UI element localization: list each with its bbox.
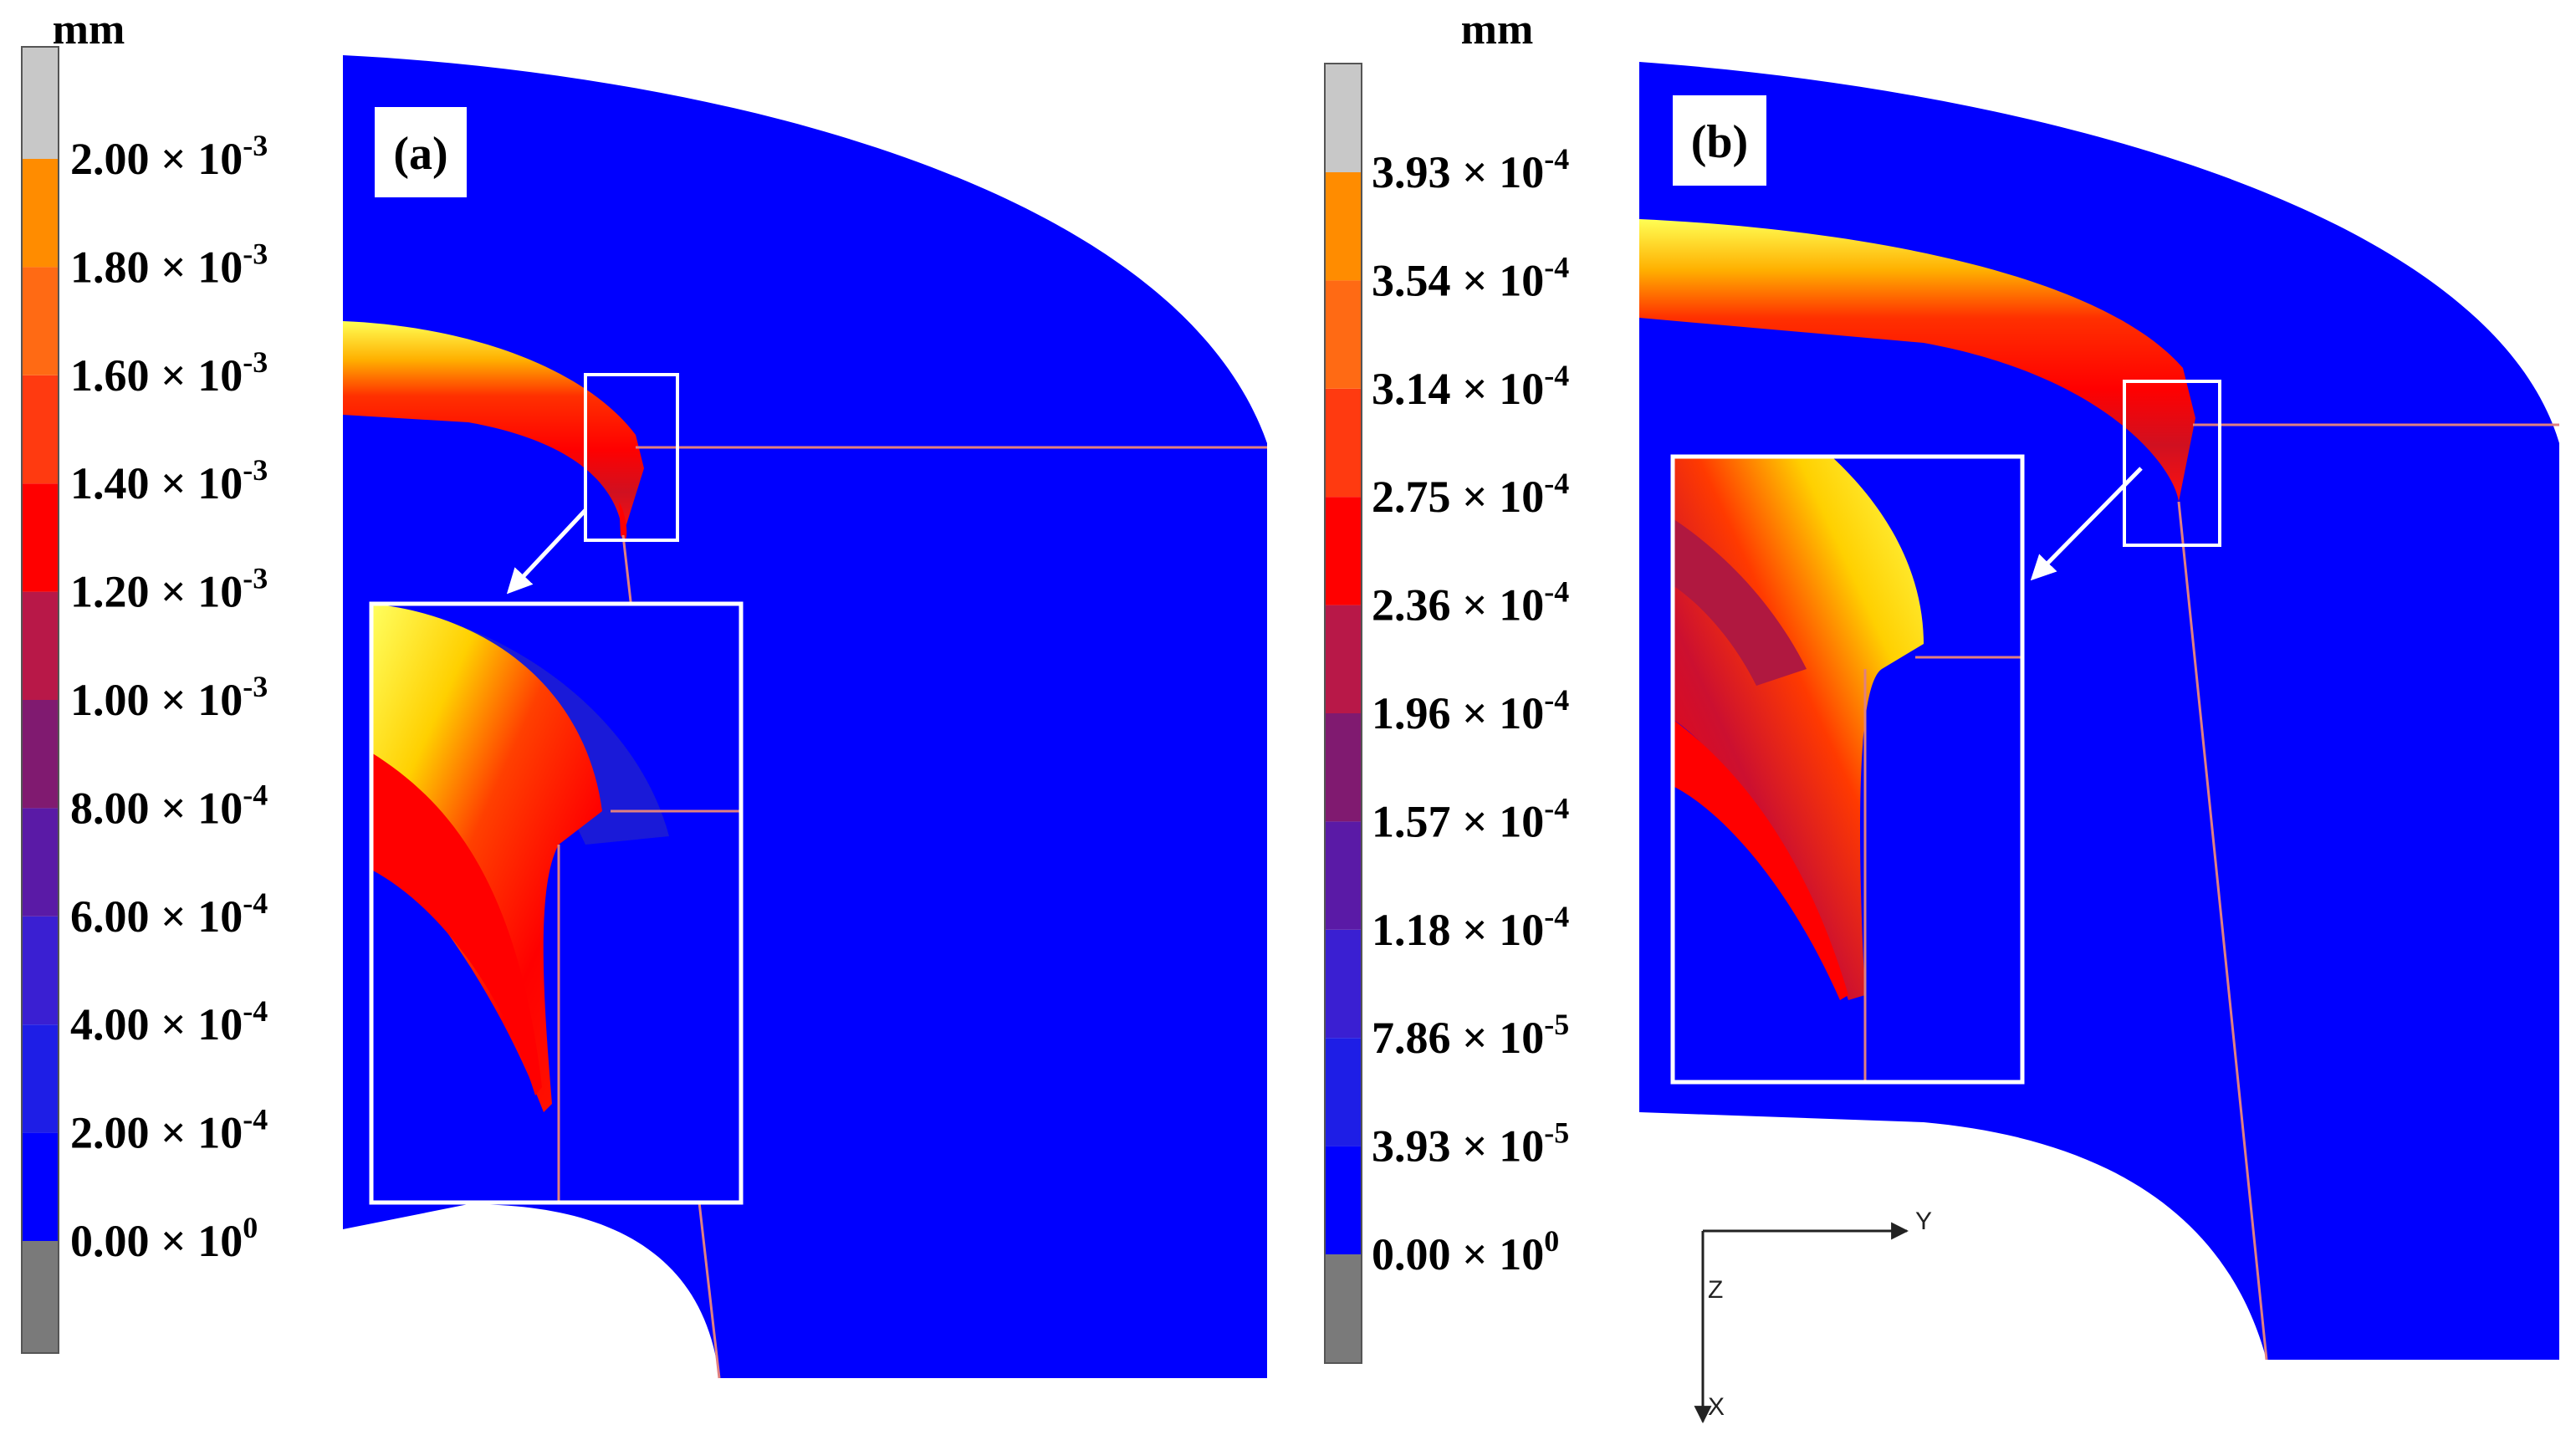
unit-label-a: mm	[53, 6, 125, 54]
colorbar-b-ticks: 0.00 × 100 3.93 × 10-5 7.86 × 10-5 1.18 × 1…	[1372, 142, 1569, 1279]
colorbar-tick-label: 2.75 × 10-4	[1372, 467, 1569, 522]
panel-label-box-a	[375, 107, 467, 197]
outline-b	[2177, 423, 2559, 1361]
colorbar-segment	[1325, 280, 1362, 389]
colorbar-segment	[22, 159, 59, 268]
colorbar-segment	[22, 483, 59, 592]
stress-band-b	[1639, 219, 2195, 502]
axis-y-label: Y	[1915, 1208, 1932, 1235]
colorbar-tick-label: 3.93 × 10-4	[1372, 142, 1569, 197]
selection-box-a	[584, 373, 679, 542]
colorbar-a-ticks: 0.00 × 100 2.00 × 10-4 4.00 × 10-4 6.00 × 1…	[70, 129, 268, 1266]
colorbar-segment	[1325, 1038, 1362, 1146]
unit-label-b: mm	[1461, 6, 1534, 54]
panel-label-a: (a)	[393, 128, 447, 180]
colorbar-segment	[1325, 605, 1362, 713]
colorbar-b	[1324, 63, 1362, 1364]
colorbar-above-swatch	[1325, 64, 1362, 172]
colorbar-segment	[22, 808, 59, 917]
colorbar-segment	[1325, 929, 1362, 1039]
colorbar-tick-label: 7.86 × 10-5	[1372, 1008, 1569, 1063]
colorbar-tick-label: 3.14 × 10-4	[1372, 359, 1569, 414]
colorbar-tick-label: 4.00 × 10-4	[70, 994, 268, 1049]
colorbar-segment	[1325, 497, 1362, 605]
colorbar-tick-label: 8.00 × 10-4	[70, 778, 268, 833]
panel-label-b: (b)	[1691, 116, 1748, 168]
colorbar-segment	[22, 591, 59, 700]
colorbar-segment	[22, 375, 59, 484]
colorbar-segment	[1325, 713, 1362, 822]
colorbar-tick-label: 2.36 × 10-4	[1372, 575, 1569, 631]
colorbar-segment	[1325, 388, 1362, 498]
panel-a: mm 0.00 × 100 2.00 × 10-4 4.00 × 10-4 6.00 …	[21, 6, 1267, 1379]
colorbar-tick-label: 3.54 × 10-4	[1372, 250, 1569, 305]
colorbar-tick-label: 2.00 × 10-3	[70, 129, 268, 184]
colorbar-tick-label: 1.20 × 10-3	[70, 562, 268, 617]
colorbar-tick-label: 1.80 × 10-3	[70, 237, 268, 292]
selection-box-b	[2123, 380, 2221, 547]
colorbar-tick-label: 6.00 × 10-4	[70, 886, 268, 942]
zoom-inset-a	[369, 601, 744, 1205]
colorbar-segment	[22, 700, 59, 809]
colorbar-tick-label: 1.00 × 10-3	[70, 670, 268, 725]
colorbar-segment	[1325, 821, 1362, 930]
axis-x-label: X	[1708, 1393, 1725, 1421]
axis-triad: Y Z X	[1694, 1208, 1932, 1424]
colorbar-segment	[22, 1024, 59, 1133]
colorbar-segment	[22, 916, 59, 1025]
stress-band-a-tip	[619, 502, 627, 540]
colorbar-below-swatch	[22, 1241, 59, 1353]
stress-band-a	[343, 321, 644, 535]
colorbar-a	[21, 46, 59, 1354]
colorbar-tick-label: 0.00 × 100	[1372, 1224, 1559, 1279]
panel-label-box-b	[1673, 95, 1766, 186]
colorbar-tick-label: 3.93 × 10-5	[1372, 1116, 1569, 1172]
colorbar-tick-label: 1.18 × 10-4	[1372, 900, 1569, 955]
colorbar-tick-label: 1.60 × 10-3	[70, 345, 268, 401]
colorbar-segment	[1325, 1146, 1362, 1254]
zoom-inset-b	[1670, 454, 2025, 1085]
colorbar-segment	[1325, 172, 1362, 281]
colorbar-tick-label: 1.96 × 10-4	[1372, 683, 1569, 738]
colorbar-tick-label: 2.00 × 10-4	[70, 1103, 268, 1158]
colorbar-tick-label: 1.40 × 10-3	[70, 453, 268, 508]
colorbar-tick-label: 0.00 × 100	[70, 1211, 258, 1266]
zoom-arrow-a	[506, 508, 587, 595]
colorbar-below-swatch	[1325, 1254, 1362, 1363]
colorbar-tick-label: 1.57 × 10-4	[1372, 791, 1569, 846]
axis-z-label: Z	[1708, 1276, 1723, 1304]
colorbar-above-swatch	[22, 47, 59, 159]
colorbar-segment	[22, 1132, 59, 1241]
zoom-arrow-b	[2030, 467, 2143, 581]
panel-b: mm 0.00 × 100 3.93 × 10-5 7.86 × 10-5 1.18 …	[1324, 6, 2559, 1424]
colorbar-segment	[22, 267, 59, 375]
